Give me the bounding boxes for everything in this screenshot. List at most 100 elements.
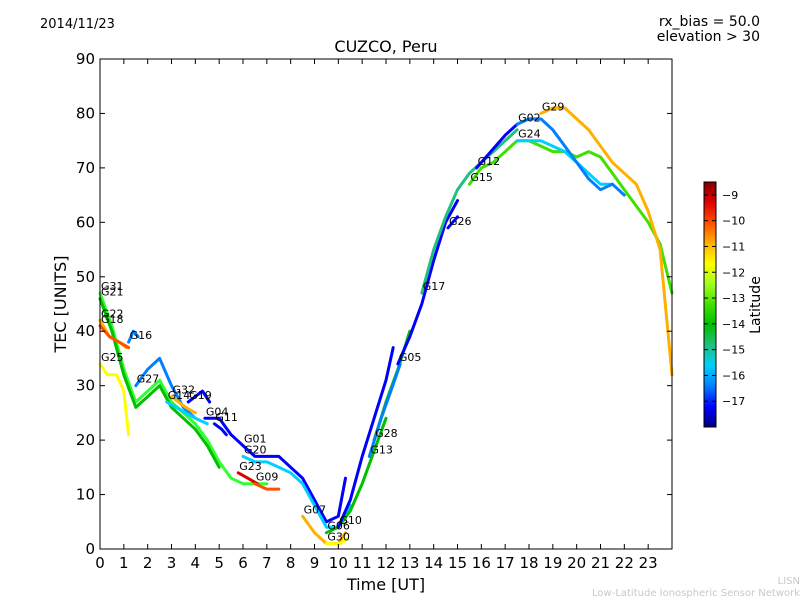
x-tick-label: 2 [143, 554, 153, 572]
colorbar-tick-label: −17 [722, 395, 745, 408]
series-label-g32: G32 [173, 384, 196, 397]
latitude-colorbar: −9 −10 −11 −12 −13 −14 −15 −16 −17 Latitude [703, 181, 764, 428]
series-label-g28: G28 [375, 427, 398, 440]
series-label-g14: G14 [168, 389, 191, 402]
colorbar-gradient [703, 181, 717, 428]
colorbar-tick-label: −10 [722, 215, 745, 228]
series-label-g07: G07 [304, 503, 327, 516]
x-tick-label: 3 [167, 554, 177, 572]
y-axis-label: TEC [UNITS] [51, 256, 70, 354]
x-tick-label: 11 [353, 554, 372, 572]
series-line-g01 [241, 444, 347, 524]
colorbar-tick-label: −15 [722, 344, 745, 357]
series-line-g30 [324, 536, 350, 546]
date-label: 2014/11/23 [40, 17, 115, 32]
y-tick-label: 50 [76, 268, 95, 286]
y-tick-label: 20 [76, 431, 95, 449]
series-line-g32 [170, 395, 197, 415]
series-line-g06 [324, 416, 388, 535]
colorbar-tick-label: −13 [722, 292, 745, 305]
series-label-g26: G26 [449, 215, 472, 228]
colorbar-label: Latitude [748, 276, 764, 334]
series-label-g12: G12 [478, 155, 501, 168]
series-label-g15: G15 [470, 171, 493, 184]
series-label-g04: G04 [206, 405, 229, 418]
x-tick-label: 6 [238, 554, 248, 572]
axes-layer: 0 1 2 3 4 5 6 7 8 9 10 11 12 13 14 15 16 17 18 19 20 21 22 2301… [76, 50, 672, 572]
x-tick-label: 19 [543, 554, 562, 572]
chart-title: CUZCO, Peru [334, 37, 438, 56]
colorbar-tick-label: −12 [722, 266, 745, 279]
series-line-g11 [212, 422, 228, 437]
series-line-g20 [241, 454, 352, 529]
series-label-g22: G22 [101, 307, 124, 320]
x-tick-label: 12 [376, 554, 395, 572]
y-tick-label: 30 [76, 377, 95, 395]
colorbar-tick-label: −14 [722, 318, 745, 331]
colorbar-tick-label: −11 [722, 240, 745, 253]
series-layer [98, 106, 674, 546]
series-label-g25: G25 [101, 351, 124, 364]
series-line-g24 [515, 139, 614, 186]
x-tick-label: 14 [424, 554, 443, 572]
x-tick-label: 0 [95, 554, 105, 572]
rx-bias-label: rx_bias = 50.0 [658, 14, 760, 30]
series-line-g16 [127, 329, 140, 344]
x-tick-label: 16 [472, 554, 491, 572]
x-tick-label: 21 [591, 554, 610, 572]
x-tick-label: 17 [496, 554, 515, 572]
y-tick-label: 10 [76, 486, 95, 504]
series-label-g02: G02 [518, 111, 541, 124]
series-label-g11: G11 [215, 411, 238, 424]
x-axis-label: Time [UT] [346, 575, 425, 594]
series-line-g25 [98, 362, 131, 437]
x-tick-label: 9 [310, 554, 320, 572]
x-tick-label: 8 [286, 554, 296, 572]
colorbar-tick-label: −9 [722, 189, 738, 202]
series-line-g14 [165, 400, 209, 426]
y-tick-label: 0 [85, 540, 95, 558]
series-line-g09 [253, 482, 281, 491]
y-tick-label: 40 [76, 322, 95, 340]
series-line-g23 [236, 471, 259, 486]
series-label-g27: G27 [137, 373, 160, 386]
series-label-g30: G30 [327, 531, 350, 544]
x-tick-label: 23 [639, 554, 658, 572]
x-tick-label: 1 [119, 554, 129, 572]
satellite-labels-layer: G31G21G22G18G16G25G27G32G14G19G04G11G01G… [101, 100, 564, 543]
series-label-g29: G29 [542, 100, 565, 113]
series-line-g21 [98, 297, 221, 469]
x-tick-label: 10 [329, 554, 348, 572]
series-label-g06: G06 [327, 520, 350, 533]
x-tick-label: 20 [567, 554, 586, 572]
series-line-g13 [367, 362, 402, 458]
series-label-g23: G23 [239, 460, 262, 473]
series-line-g12 [475, 122, 519, 170]
colorbar-ticks: −9 −10 −11 −12 −13 −14 −15 −16 −17 [704, 189, 745, 408]
series-line-g05 [396, 199, 459, 366]
y-tick-label: 70 [76, 159, 95, 177]
series-label-g13: G13 [370, 443, 393, 456]
elevation-label: elevation > 30 [656, 29, 760, 45]
y-tick-label: 90 [76, 50, 95, 68]
x-tick-label: 4 [191, 554, 201, 572]
series-label-g05: G05 [399, 351, 422, 364]
series-line-g19 [186, 389, 212, 404]
footer-network-name: Low-Latitude Ionospheric Sensor Network [592, 588, 800, 599]
series-label-g31: G31 [101, 280, 124, 293]
series-label-g17: G17 [423, 280, 446, 293]
x-tick-label: 15 [448, 554, 467, 572]
series-line-g10 [336, 346, 395, 529]
series-label-g09: G09 [256, 471, 279, 484]
plot-frame [99, 58, 673, 550]
series-label-g16: G16 [130, 329, 153, 342]
y-tick-label: 80 [76, 104, 95, 122]
x-tick-label: 7 [262, 554, 272, 572]
series-line-g02 [515, 117, 626, 197]
y-tick-label: 60 [76, 213, 95, 231]
colorbar-tick-label: −16 [722, 369, 745, 382]
series-label-g18: G18 [101, 313, 124, 326]
series-line-g27 [134, 356, 197, 420]
series-label-g20: G20 [244, 443, 267, 456]
